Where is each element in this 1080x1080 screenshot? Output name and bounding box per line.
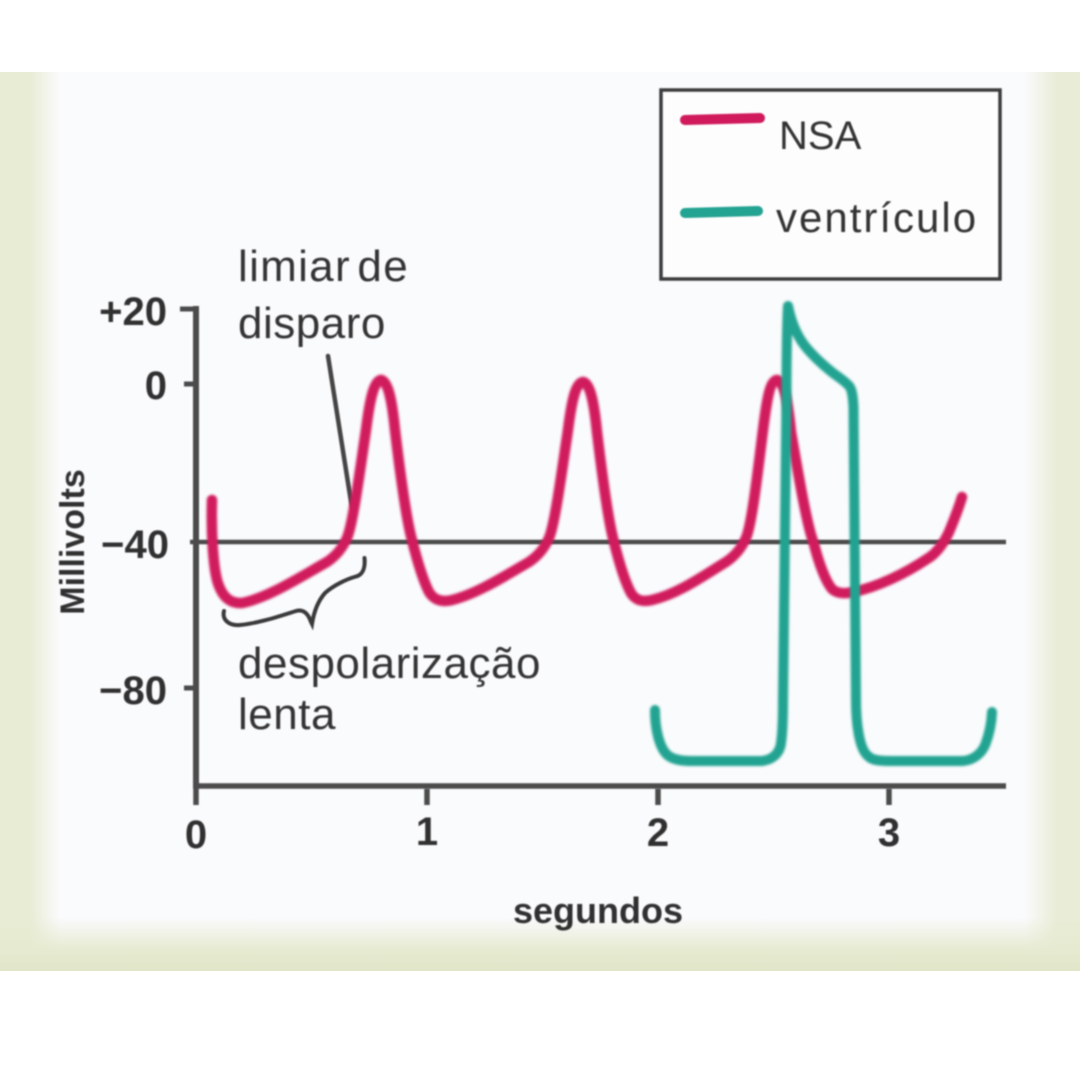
svg-text:segundos: segundos <box>513 890 683 931</box>
svg-text:1: 1 <box>416 810 438 854</box>
svg-text:−40: −40 <box>101 523 169 567</box>
svg-text:0: 0 <box>145 364 167 408</box>
svg-text:despolarização: despolarização <box>238 639 541 688</box>
svg-text:ventrículo: ventrículo <box>776 194 978 241</box>
svg-text:lenta: lenta <box>238 690 336 739</box>
svg-text:disparo: disparo <box>238 299 386 348</box>
svg-text:limiar de: limiar de <box>238 242 409 291</box>
svg-text:NSA: NSA <box>779 114 862 158</box>
svg-text:3: 3 <box>878 811 900 855</box>
svg-text:Millivolts: Millivolts <box>54 469 92 614</box>
svg-text:−80: −80 <box>99 669 167 713</box>
svg-text:+20: +20 <box>99 290 167 334</box>
svg-text:2: 2 <box>647 811 669 855</box>
svg-text:0: 0 <box>185 813 207 857</box>
